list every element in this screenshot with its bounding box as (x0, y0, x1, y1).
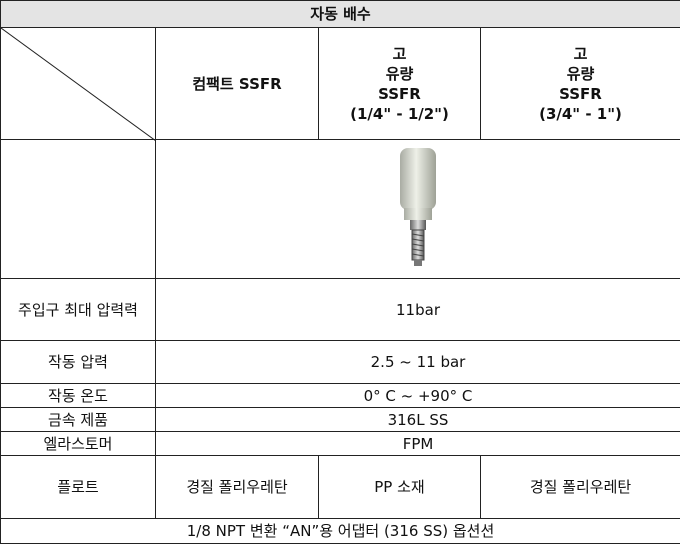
header-cell: 고 유량 SSFR (3/4" - 1") (480, 27, 680, 140)
cell: FPM (155, 431, 680, 456)
header-text: SSFR (378, 84, 421, 103)
row: 엘라스토머 FPM (0, 431, 680, 456)
header-text: 유량 (566, 64, 595, 83)
footer-cell: 1/8 NPT 변환 “AN”용 어댑터 (316 SS) 옵션션 (0, 518, 680, 544)
row: 주입구 최대 압력력 11bar (0, 278, 680, 341)
header-text: 유량 (385, 64, 414, 83)
diagonal (1, 28, 156, 141)
cell: 11bar (155, 278, 680, 341)
cell: 2.5 ~ 11 bar (155, 340, 680, 384)
cell: 경질 폴리우레탄 (155, 455, 319, 519)
row: 플로트 경질 폴리우레탄 PP 소재 경질 폴리우레탄 (0, 455, 680, 519)
cell: 경질 폴리우레탄 (480, 455, 680, 519)
header-text: 고 (392, 44, 407, 63)
row-label: 작동 압력 (0, 340, 156, 384)
row-label: 엘라스토머 (0, 431, 156, 456)
cell: 0° C ~ +90° C (155, 383, 680, 408)
spec-table: 자동 배수 컴팩트 SSFR 고 유량 SSFR (1/4" - 1/2") 고 유량 SSF… (0, 0, 680, 544)
row: 작동 압력 2.5 ~ 11 bar (0, 340, 680, 384)
row-label: 주입구 최대 압력력 (0, 278, 156, 341)
row-label: 작동 온도 (0, 383, 156, 408)
table-title: 자동 배수 (0, 0, 680, 28)
row-label: 금속 제품 (0, 407, 156, 432)
header-cell: 고 유량 SSFR (1/4" - 1/2") (318, 27, 481, 140)
footer-row: 1/8 NPT 변환 “AN”용 어댑터 (316 SS) 옵션션 (0, 518, 680, 544)
row: 금속 제품 316L SS (0, 407, 680, 432)
header-text: 고 (573, 44, 588, 63)
corner-cell (0, 27, 156, 141)
row: 작동 온도 0° C ~ +90° C (0, 383, 680, 408)
product-image (400, 148, 436, 266)
header-cell: 컴팩트 SSFR (155, 27, 319, 140)
empty-cell (0, 139, 156, 279)
header-text: (3/4" - 1") (539, 104, 622, 123)
cell: 316L SS (155, 407, 680, 432)
row-label: 플로트 (0, 455, 156, 519)
header-text: SSFR (559, 84, 602, 103)
header-text: 컴팩트 SSFR (192, 74, 282, 93)
header-text: (1/4" - 1/2") (350, 104, 449, 123)
image-cell (155, 139, 680, 279)
cell: PP 소재 (318, 455, 481, 519)
